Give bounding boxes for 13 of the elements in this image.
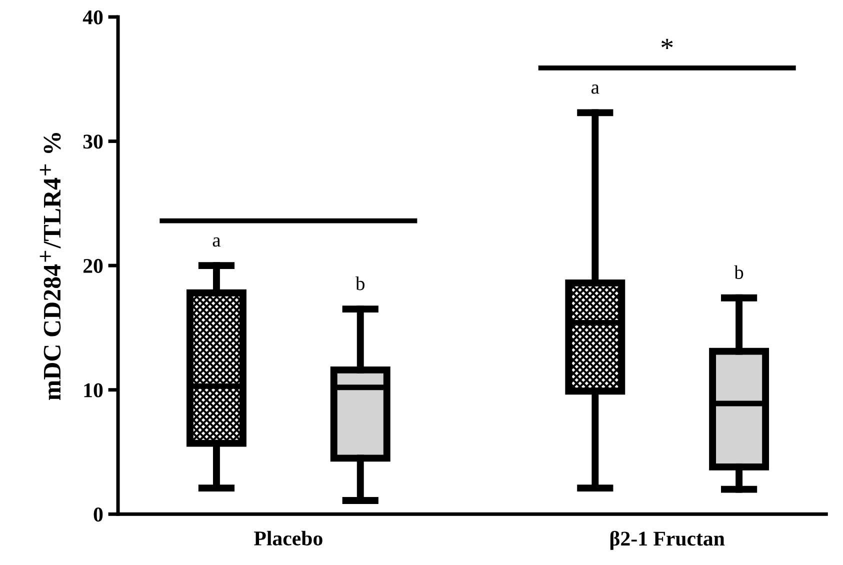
annotation: a	[212, 237, 221, 247]
annotation: a	[592, 84, 600, 94]
annotation: b	[356, 276, 364, 290]
y-tick-label: 0	[94, 508, 103, 522]
x-tick-label: β2-1 Fructan	[610, 530, 725, 550]
y-axis-title: mDC CD284$^{+}$/TLR4$^{+}$ %	[40, 132, 61, 400]
annotation: *	[662, 38, 673, 50]
annotation: b	[734, 265, 744, 279]
y-tick-label: 30	[83, 134, 103, 149]
y-tick-label: 20	[83, 258, 103, 273]
y-tick-label: 10	[84, 383, 103, 398]
x-tick-label: Placebo	[254, 530, 322, 546]
y-tick-label: 40	[82, 10, 103, 24]
